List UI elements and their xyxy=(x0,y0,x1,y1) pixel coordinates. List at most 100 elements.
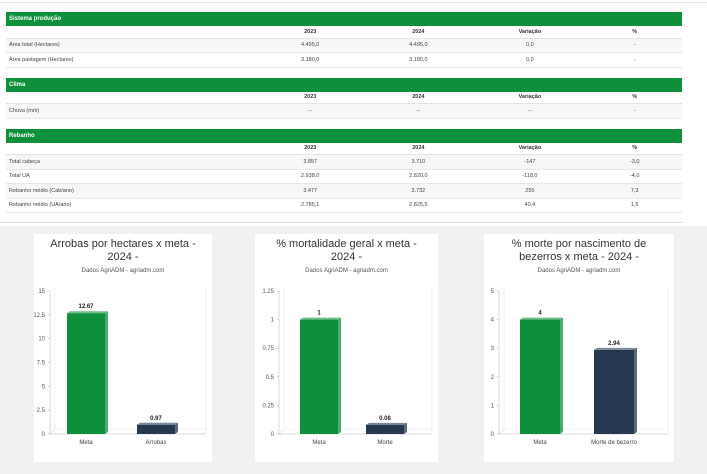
column-header: % xyxy=(587,91,682,104)
bar-top xyxy=(520,317,563,320)
column-header: Variação xyxy=(472,26,588,39)
y-tick-label: 0 xyxy=(42,432,46,438)
row-label: Área total (Hectares) xyxy=(6,38,257,53)
data-table: 2023 2024 Variação % Área total (Hectare… xyxy=(6,26,682,68)
bar-side xyxy=(634,347,637,434)
column-header: % xyxy=(587,142,682,155)
data-table: 2023 2024 Variação % Chuva (mm) -- -- --… xyxy=(6,91,682,119)
table-cell: 2.820,0 xyxy=(364,169,473,184)
section-sistema-producao: Sistema produção 2023 2024 Variação % Ár… xyxy=(6,12,682,68)
bar-chart: 0 0.25 0.5 0.75 1 1.25 1 Meta 0.08 Morte xyxy=(262,286,433,446)
y-tick-label: 12.5 xyxy=(34,313,46,319)
table-cell: 3.477 xyxy=(256,183,365,199)
table-header-row: 2023 2024 Variação % xyxy=(6,91,682,104)
chart-subtitle: Dados AgriADM - agriadm.com xyxy=(537,268,621,274)
table-cell: -- xyxy=(364,103,473,119)
bar-side xyxy=(338,317,341,434)
y-tick-label: 1 xyxy=(491,403,495,409)
table-header-row: 2023 2024 Variação % xyxy=(6,26,682,39)
top-divider xyxy=(0,0,707,3)
chart-card-mortalidade: % mortalidade geral x meta - 2024 - Dado… xyxy=(255,234,438,462)
row-label: Rebanho médio (Cab/ano) xyxy=(6,183,257,199)
table-cell: -4,0 xyxy=(587,169,682,184)
table-row: Chuva (mm) -- -- -- - xyxy=(6,103,682,119)
chart-subtitle: Dados AgriADM - agriadm.com xyxy=(305,268,388,274)
y-tick-label: 4 xyxy=(491,318,495,324)
table-row: Total cabeça 3.857 3.710 -147 -3,0 xyxy=(6,154,682,170)
data-label: 2.94 xyxy=(608,341,620,347)
y-tick-label: 0.75 xyxy=(262,346,274,352)
bar xyxy=(366,424,404,434)
table-row: Área total (Hectares) 4.495,0 4.495,0 0,… xyxy=(6,38,682,53)
table-header-row: 2023 2024 Variação % xyxy=(6,142,682,155)
chart-title-line-1: Arrobas por hectares x meta - xyxy=(50,238,196,250)
row-label: Rebanho médio (UA/ano) xyxy=(6,198,257,213)
bar xyxy=(594,349,634,434)
bar-side xyxy=(560,317,563,434)
table-cell: 0,0 xyxy=(472,52,588,68)
column-header: 2023 xyxy=(256,142,365,155)
table-row: Rebanho médio (UA/ano) 2.785,1 2.825,5 4… xyxy=(6,198,682,213)
bar-chart: 0 2.5 5 7.5 10 12.5 15 12.67 Meta 0.97 Arrobas xyxy=(34,286,207,446)
column-header: Variação xyxy=(472,91,588,104)
bar xyxy=(137,424,175,434)
table-cell: - xyxy=(587,38,682,53)
y-tick-label: 2.5 xyxy=(37,408,46,414)
column-header: 2024 xyxy=(364,91,473,104)
column-header xyxy=(6,26,257,39)
bar xyxy=(67,313,105,434)
chart-subtitle: Dados AgriADM - agriadm.com xyxy=(81,268,165,274)
chart-title-line-2: 2024 - xyxy=(107,251,139,263)
column-header: 2024 xyxy=(364,26,473,39)
section-rebanho: Rebanho 2023 2024 Variação % Total cabeç… xyxy=(6,128,682,214)
column-header: Variação xyxy=(472,142,588,155)
column-header: 2024 xyxy=(364,142,473,155)
table-cell: 1,5 xyxy=(587,198,682,213)
section-header: Clima xyxy=(6,77,682,92)
bar-top xyxy=(366,422,407,425)
table-cell: -3,0 xyxy=(587,154,682,170)
row-label: Total UA xyxy=(6,169,257,184)
row-label: Total cabeça xyxy=(6,154,257,170)
chart-card-morte-bezerros: % morte por nascimento de bezerros x met… xyxy=(484,234,674,462)
bar-top xyxy=(137,422,178,425)
y-tick-label: 0.5 xyxy=(266,375,275,381)
category-label: Morte xyxy=(377,440,393,446)
row-label: Área pastagem (Hectares) xyxy=(6,52,257,68)
section-divider xyxy=(0,222,682,223)
section-header: Sistema produção xyxy=(6,12,682,26)
table-cell: 3.710 xyxy=(364,154,473,170)
depth-line xyxy=(498,428,505,435)
y-tick-label: 0.25 xyxy=(262,403,274,409)
y-tick-label: 7.5 xyxy=(37,361,46,367)
y-tick-label: 5 xyxy=(42,384,46,390)
data-label: 0.97 xyxy=(150,416,162,422)
bar-side xyxy=(404,422,407,434)
table-cell: -118,0 xyxy=(472,169,588,184)
table-cell: 3.732 xyxy=(364,183,473,199)
y-tick-label: 10 xyxy=(38,337,45,343)
table-row: Área pastagem (Hectares) 3.180,0 3.180,0… xyxy=(6,52,682,68)
category-label: Morte de bezerro xyxy=(591,440,637,446)
data-label: 0.08 xyxy=(379,416,391,422)
bar-side xyxy=(105,311,108,434)
y-tick-label: 1 xyxy=(271,318,275,324)
table-cell: - xyxy=(587,52,682,68)
depth-line xyxy=(278,428,285,435)
category-label: Meta xyxy=(79,440,93,446)
table-cell: 2.785,1 xyxy=(256,198,365,213)
y-tick-label: 15 xyxy=(38,289,45,295)
bar xyxy=(300,319,338,434)
y-tick-label: 0 xyxy=(271,432,275,438)
table-cell: -147 xyxy=(472,154,588,170)
table-cell: 4.495,0 xyxy=(364,38,473,53)
report-tables: Sistema produção 2023 2024 Variação % Ár… xyxy=(6,12,682,223)
y-tick-label: 3 xyxy=(491,346,495,352)
bar xyxy=(520,319,560,434)
table-cell: -- xyxy=(472,103,588,119)
category-label: Arrobas xyxy=(145,440,166,446)
table-cell: 255 xyxy=(472,183,588,199)
table-cell: - xyxy=(587,103,682,119)
row-label: Chuva (mm) xyxy=(6,103,257,119)
table-cell: 3.857 xyxy=(256,154,365,170)
